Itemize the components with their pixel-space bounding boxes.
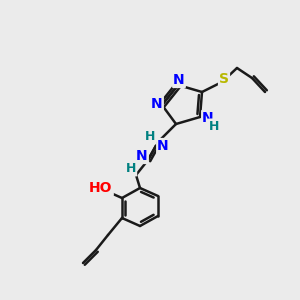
Text: S: S: [219, 72, 229, 86]
Text: N: N: [202, 111, 214, 125]
Text: H: H: [209, 119, 219, 133]
Text: N: N: [157, 139, 169, 153]
Text: H: H: [145, 130, 155, 143]
Text: N: N: [136, 149, 148, 163]
Text: HO: HO: [89, 181, 113, 195]
Text: N: N: [151, 97, 163, 111]
Text: N: N: [173, 73, 185, 87]
Text: H: H: [126, 163, 136, 176]
